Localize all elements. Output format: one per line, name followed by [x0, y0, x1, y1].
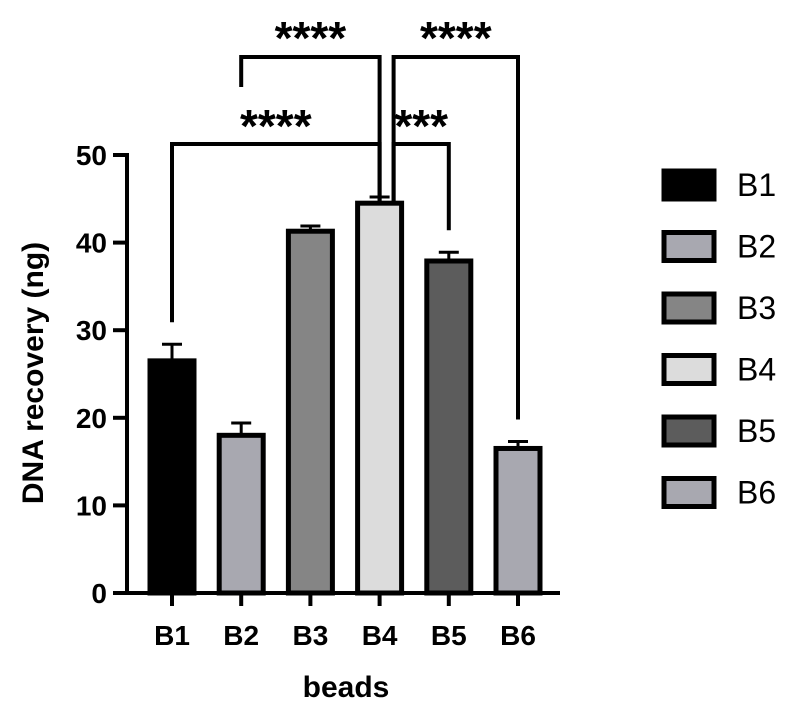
- y-tick-label: 0: [91, 578, 107, 609]
- legend-label-B2: B2: [737, 229, 776, 265]
- y-tick-label: 50: [76, 140, 107, 171]
- bar-B5: [424, 258, 474, 596]
- bar-B3: [285, 228, 335, 596]
- x-axis-title: beads: [303, 671, 390, 704]
- bar-B4: [355, 200, 405, 596]
- significance-label-B1-B4: ****: [240, 100, 312, 152]
- significance-label-B4-B5: ***: [394, 100, 448, 152]
- x-tick-label: B1: [154, 620, 190, 651]
- y-axis-title: DNA recovery (ng): [17, 242, 50, 504]
- bars: [147, 195, 543, 596]
- x-tick-label: B3: [293, 620, 329, 651]
- legend-label-B1: B1: [737, 167, 776, 203]
- legend-label-B5: B5: [737, 413, 776, 449]
- legend-swatch-B2: [661, 230, 717, 263]
- y-tick-label: 20: [76, 403, 107, 434]
- x-tick-label: B5: [431, 620, 467, 651]
- x-tick-label: B6: [500, 620, 536, 651]
- legend-label-B3: B3: [737, 290, 776, 326]
- legend-label-B4: B4: [737, 352, 776, 388]
- significance-label-B2-B4: ****: [275, 12, 347, 64]
- significance-label-B4-B6: ****: [420, 12, 492, 64]
- legend-swatch-B3: [661, 291, 717, 325]
- legend: B1 B2 B3 B4 B5 B6: [661, 167, 776, 511]
- bar-B1: [147, 358, 197, 596]
- bar-B6: [493, 445, 543, 596]
- bar-B2: [216, 432, 266, 596]
- y-tick-label: 40: [76, 228, 107, 259]
- significance-brackets: ***************: [170, 12, 520, 420]
- x-tick-label: B4: [362, 620, 398, 651]
- significance-bracket-B2-B4: [239, 55, 382, 254]
- legend-swatch-B1: [661, 168, 717, 202]
- legend-label-B6: B6: [737, 475, 776, 511]
- significance-bracket-B1-B4: [170, 142, 382, 323]
- legend-swatch-B6: [661, 476, 717, 509]
- legend-swatch-B4: [661, 353, 717, 386]
- y-tick-label: 10: [76, 490, 107, 521]
- axes: 0 10 20 30 40 50 B1 B2 B3 B4 B5 B6: [76, 140, 560, 651]
- significance-bracket-B4-B6: [391, 55, 520, 420]
- legend-swatch-B5: [661, 414, 717, 448]
- x-tick-label: B2: [223, 620, 259, 651]
- y-tick-label: 30: [76, 315, 107, 346]
